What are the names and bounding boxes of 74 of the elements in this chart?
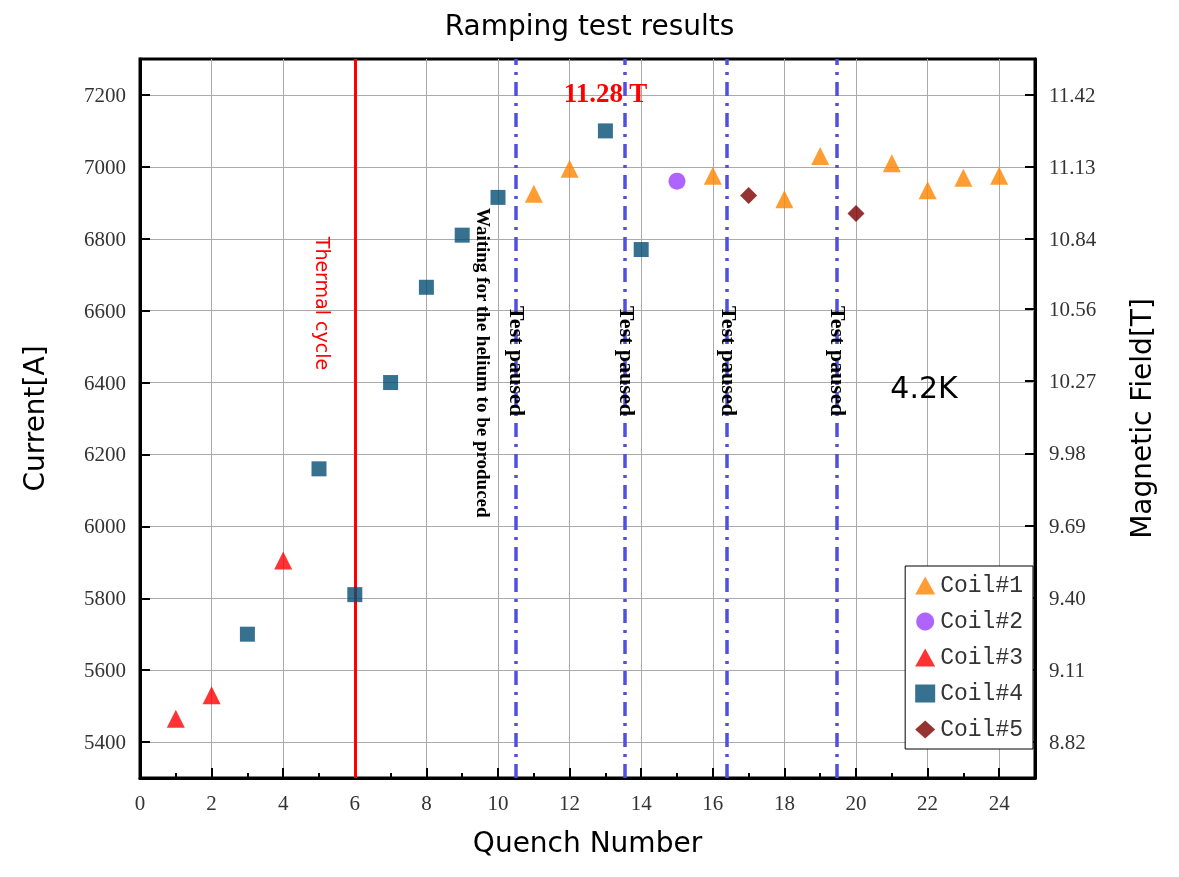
y-tick-label: 7000 xyxy=(84,154,126,179)
y-tick-label: 5800 xyxy=(84,586,126,611)
point xyxy=(954,168,973,187)
legend-label: Coil#5 xyxy=(940,716,1024,743)
point xyxy=(633,242,649,258)
point xyxy=(202,686,221,705)
y-tick-label: 6200 xyxy=(84,442,126,467)
point xyxy=(560,159,579,178)
x-tick-label: 8 xyxy=(421,790,432,815)
ref-line-label: Thermal cycle xyxy=(311,235,334,371)
point xyxy=(239,626,255,642)
point xyxy=(882,154,901,173)
y2-axis-title: Magnetic Field[T] xyxy=(1124,298,1158,539)
y2-tick-label: 8.82 xyxy=(1049,730,1086,755)
point xyxy=(775,190,794,209)
x-tick-label: 20 xyxy=(845,790,867,815)
legend-label: Coil#1 xyxy=(940,572,1024,599)
y2-tick-label: 9.69 xyxy=(1049,513,1086,538)
point xyxy=(347,587,363,603)
legend-label: Coil#4 xyxy=(940,680,1024,707)
x-tick-label: 16 xyxy=(702,790,724,815)
point xyxy=(524,184,543,203)
point xyxy=(454,227,470,243)
point xyxy=(597,123,613,139)
annotation: 4.2K xyxy=(890,370,960,406)
ref-line-label: Test paused xyxy=(716,306,742,416)
point xyxy=(740,187,758,205)
ref-line-label: Test paused xyxy=(614,306,640,416)
x-tick-label: 6 xyxy=(349,790,361,815)
x-tick-label: 4 xyxy=(277,790,289,815)
point xyxy=(311,461,327,477)
y-tick-label: 6400 xyxy=(84,370,126,395)
chart-title: Ramping test results xyxy=(444,8,735,42)
y2-tick-label: 9.98 xyxy=(1049,441,1086,466)
ref-line-label: Test paused xyxy=(825,306,851,416)
x-tick-label: 22 xyxy=(917,790,939,815)
point xyxy=(847,205,865,223)
annotation: Waiting for the helium to be produced xyxy=(473,207,495,519)
x-tick-label: 14 xyxy=(630,790,653,815)
y-axis-title: Current[A] xyxy=(17,345,51,492)
annotation: 11.28 T xyxy=(563,77,648,108)
point xyxy=(383,375,399,391)
y2-tick-label: 11.13 xyxy=(1049,155,1096,180)
point xyxy=(490,189,506,205)
y-tick-label: 6000 xyxy=(84,514,126,539)
x-tick-label: 12 xyxy=(559,790,581,815)
y-tick-label: 6800 xyxy=(84,226,126,251)
y2-tick-label: 10.84 xyxy=(1049,227,1097,252)
legend-label: Coil#3 xyxy=(940,644,1024,671)
y-tick-label: 6600 xyxy=(84,298,126,323)
x-tick-label: 18 xyxy=(773,790,795,815)
ref-line-label: Test paused xyxy=(505,306,531,416)
x-tick-label: 0 xyxy=(134,790,146,815)
point xyxy=(418,279,434,295)
x-axis-title: Quench Number xyxy=(472,825,703,859)
y-tick-label: 7200 xyxy=(84,82,126,107)
y2-tick-label: 11.42 xyxy=(1049,82,1096,107)
point xyxy=(274,551,293,570)
x-tick-label: 2 xyxy=(206,790,217,815)
x-tick-label: 24 xyxy=(988,790,1011,815)
point xyxy=(668,172,686,190)
y2-tick-label: 9.11 xyxy=(1049,657,1085,682)
y2-tick-label: 10.27 xyxy=(1049,369,1097,394)
legend-label: Coil#2 xyxy=(940,608,1024,635)
y2-tick-label: 10.56 xyxy=(1049,296,1097,321)
point xyxy=(166,709,185,728)
point xyxy=(703,166,722,185)
x-tick-label: 10 xyxy=(487,790,509,815)
y-tick-label: 5600 xyxy=(84,658,126,683)
y2-tick-label: 9.40 xyxy=(1049,585,1086,610)
y-tick-label: 5400 xyxy=(84,730,126,755)
point xyxy=(811,147,830,166)
point xyxy=(918,181,937,200)
point xyxy=(990,166,1009,185)
